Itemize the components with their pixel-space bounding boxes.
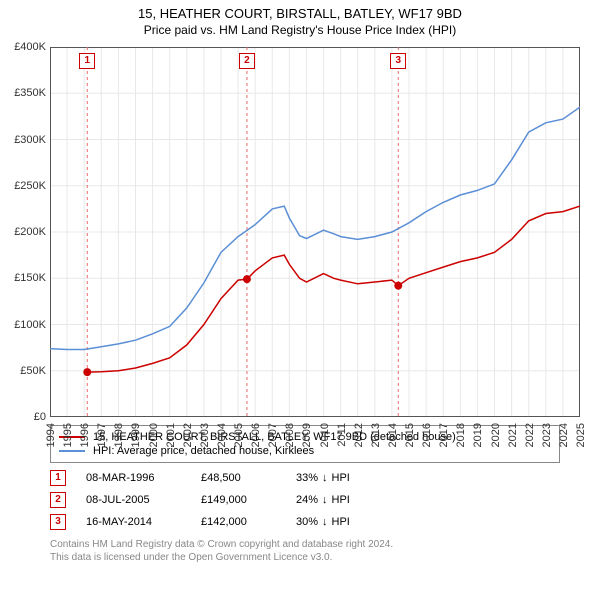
x-axis-label: 2018 xyxy=(455,423,467,447)
x-axis-label: 2006 xyxy=(250,423,262,447)
x-axis-label: 2020 xyxy=(490,423,502,447)
y-axis-label: £100K xyxy=(14,319,46,331)
transaction-date: 08-JUL-2005 xyxy=(86,494,181,506)
title-line-2: Price paid vs. HM Land Registry's House … xyxy=(0,23,600,37)
transaction-price: £48,500 xyxy=(201,472,276,484)
x-axis-label: 2023 xyxy=(541,423,553,447)
y-axis-label: £150K xyxy=(14,272,46,284)
transaction-diff: 24% ↓ HPI xyxy=(296,494,350,506)
y-axis-label: £400K xyxy=(14,41,46,53)
arrow-down-icon: ↓ xyxy=(322,494,328,506)
x-axis-label: 2005 xyxy=(233,423,245,447)
transaction-index: 3 xyxy=(50,514,66,530)
title-block: 15, HEATHER COURT, BIRSTALL, BATLEY, WF1… xyxy=(0,0,600,37)
x-axis-label: 1996 xyxy=(79,423,91,447)
y-axis-label: £300K xyxy=(14,134,46,146)
footnote-line-1: Contains HM Land Registry data © Crown c… xyxy=(50,539,560,552)
x-axis-label: 1997 xyxy=(96,423,108,447)
y-axis-label: £250K xyxy=(14,180,46,192)
transaction-index: 2 xyxy=(50,492,66,508)
event-marker: 3 xyxy=(390,53,406,69)
x-axis-label: 2000 xyxy=(148,423,160,447)
y-axis-label: £350K xyxy=(14,87,46,99)
x-axis-label: 2010 xyxy=(319,423,331,447)
event-marker: 1 xyxy=(79,53,95,69)
transaction-diff: 30% ↓ HPI xyxy=(296,516,350,528)
event-marker: 2 xyxy=(239,53,255,69)
footnote: Contains HM Land Registry data © Crown c… xyxy=(50,539,560,564)
x-axis-label: 2025 xyxy=(575,423,587,447)
y-axis-label: £0 xyxy=(34,411,46,423)
x-axis-label: 2014 xyxy=(387,423,399,447)
x-axis-label: 2009 xyxy=(301,423,313,447)
x-axis-label: 1998 xyxy=(113,423,125,447)
x-axis-label: 2007 xyxy=(267,423,279,447)
x-axis-label: 2011 xyxy=(336,423,348,447)
x-axis-label: 2022 xyxy=(524,423,536,447)
transaction-row: 3 16-MAY-2014 £142,000 30% ↓ HPI xyxy=(50,511,560,533)
x-axis-label: 2016 xyxy=(421,423,433,447)
footnote-line-2: This data is licensed under the Open Gov… xyxy=(50,552,560,565)
x-axis-label: 2015 xyxy=(404,423,416,447)
x-axis-label: 1994 xyxy=(45,423,57,447)
title-line-1: 15, HEATHER COURT, BIRSTALL, BATLEY, WF1… xyxy=(0,6,600,21)
x-axis-label: 2019 xyxy=(472,423,484,447)
legend-swatch xyxy=(59,450,85,452)
x-axis-label: 2013 xyxy=(370,423,382,447)
transaction-price: £149,000 xyxy=(201,494,276,506)
transaction-price: £142,000 xyxy=(201,516,276,528)
x-axis-label: 2021 xyxy=(507,423,519,447)
transaction-row: 1 08-MAR-1996 £48,500 33% ↓ HPI xyxy=(50,467,560,489)
x-axis-label: 2001 xyxy=(165,423,177,447)
x-axis-label: 2004 xyxy=(216,423,228,447)
x-axis-label: 2017 xyxy=(438,423,450,447)
y-axis-label: £50K xyxy=(20,365,46,377)
x-axis-label: 2008 xyxy=(284,423,296,447)
price-chart: £0£50K£100K£150K£200K£250K£300K£350K£400… xyxy=(50,47,580,417)
transaction-index: 1 xyxy=(50,470,66,486)
x-axis-label: 1995 xyxy=(62,423,74,447)
x-axis-label: 2012 xyxy=(353,423,365,447)
x-axis-label: 2002 xyxy=(182,423,194,447)
transaction-date: 08-MAR-1996 xyxy=(86,472,181,484)
transaction-date: 16-MAY-2014 xyxy=(86,516,181,528)
x-axis-label: 2024 xyxy=(558,423,570,447)
transactions-table: 1 08-MAR-1996 £48,500 33% ↓ HPI 2 08-JUL-2005… xyxy=(50,467,560,533)
transaction-row: 2 08-JUL-2005 £149,000 24% ↓ HPI xyxy=(50,489,560,511)
x-axis-label: 2003 xyxy=(199,423,211,447)
arrow-down-icon: ↓ xyxy=(322,472,328,484)
x-axis-label: 1999 xyxy=(130,423,142,447)
arrow-down-icon: ↓ xyxy=(322,516,328,528)
y-axis-label: £200K xyxy=(14,226,46,238)
transaction-diff: 33% ↓ HPI xyxy=(296,472,350,484)
